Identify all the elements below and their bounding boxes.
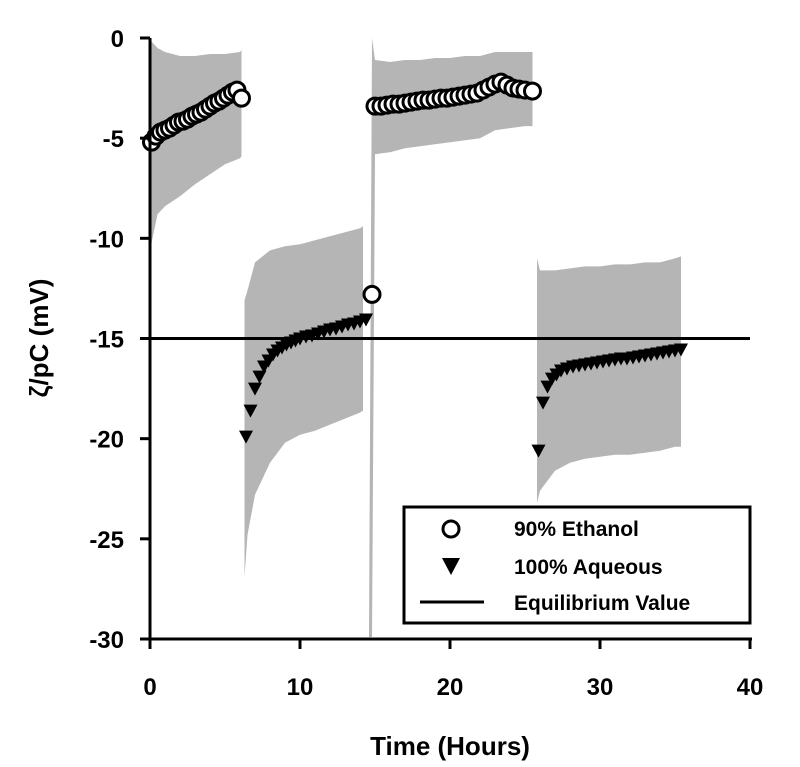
point-ethanol [232, 88, 251, 108]
x-ticks: 0 10 20 30 40 [143, 639, 763, 701]
uncertainty-band-4 [537, 256, 681, 503]
y-tick-label: -15 [89, 327, 124, 354]
point-aqueous [536, 396, 550, 410]
point-aqueous [243, 404, 258, 418]
legend-aqueous-label: 100% Aqueous [514, 556, 663, 579]
y-tick-label: -10 [89, 226, 124, 253]
y-tick-label: -30 [89, 627, 124, 654]
point-aqueous [252, 370, 267, 384]
uncertainty-band-1 [150, 40, 242, 251]
legend: 90% Ethanol 100% Aqueous Equilibrium Val… [402, 505, 752, 625]
x-tick-label: 20 [437, 674, 464, 701]
point-aqueous [540, 380, 555, 394]
point-aqueous [531, 444, 546, 458]
y-tick-label: 0 [111, 26, 124, 53]
x-tick-label: 10 [287, 674, 314, 701]
legend-aqueous-marker [442, 558, 460, 575]
point-aqueous [239, 430, 253, 444]
point-aqueous [674, 343, 688, 357]
point-ethanol [523, 81, 542, 101]
legend-equilibrium-label: Equilibrium Value [514, 592, 690, 615]
x-axis-title: Time (Hours) [370, 731, 530, 761]
y-tick-label: -5 [103, 126, 124, 153]
data-markers [142, 72, 688, 458]
y-tick-label: -25 [89, 527, 124, 554]
legend-ethanol-marker [441, 519, 461, 539]
x-tick-label: 40 [737, 674, 764, 701]
y-axis-title: ζ/pC (mV) [24, 279, 54, 398]
x-tick-label: 0 [143, 674, 156, 701]
legend-ethanol-label: 90% Ethanol [514, 518, 639, 541]
x-tick-label: 30 [587, 674, 614, 701]
point-aqueous [248, 382, 262, 396]
legend-box [402, 505, 752, 625]
point-ethanol [362, 284, 382, 304]
y-ticks: 0 -5 -10 -15 -20 -25 -30 [89, 26, 150, 654]
uncertainty-band-2 [244, 226, 363, 577]
point-aqueous [359, 313, 373, 327]
y-tick-label: -20 [89, 427, 124, 454]
